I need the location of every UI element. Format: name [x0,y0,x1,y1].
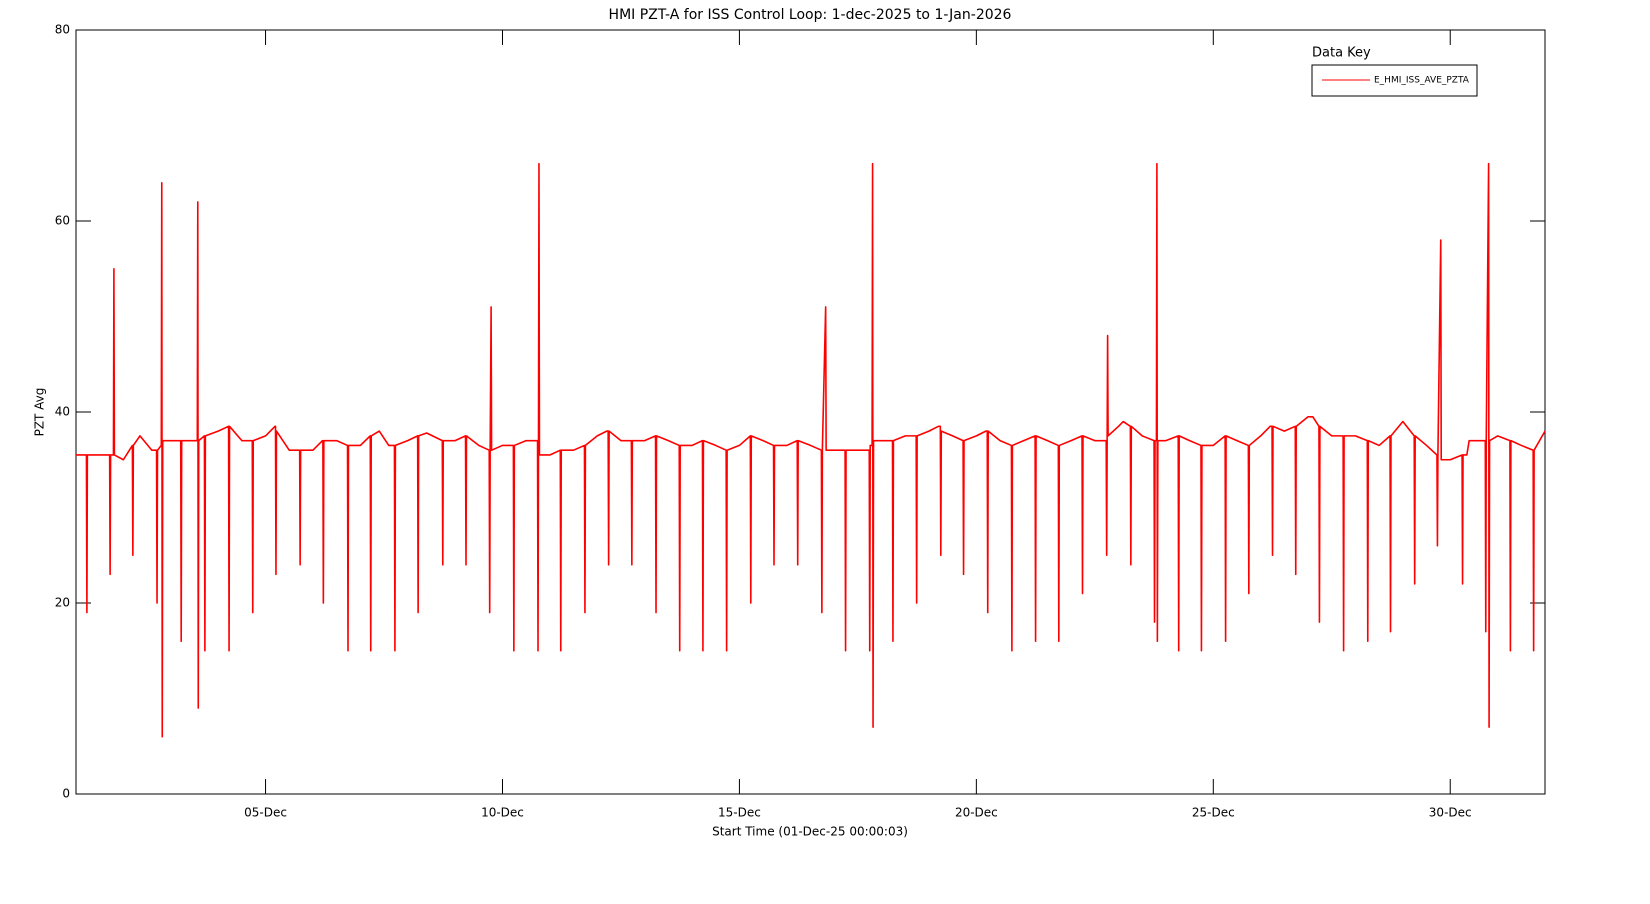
y-tick-label: 0 [62,787,70,801]
data-line [76,162,1546,738]
x-tick-label: 25-Dec [1192,806,1235,820]
legend-title: Data Key [1312,46,1371,61]
x-tick-label: 10-Dec [481,806,524,820]
y-axis-label: PZT Avg [33,388,47,437]
y-tick-label: 20 [55,596,70,610]
x-axis-label: Start Time (01-Dec-25 00:00:03) [712,825,908,839]
x-tick-label: 20-Dec [955,806,998,820]
x-tick-label: 05-Dec [244,806,287,820]
y-tick-label: 80 [55,23,70,37]
y-tick-label: 60 [55,214,70,228]
y-tick-label: 40 [55,405,70,419]
x-tick-label: 15-Dec [718,806,761,820]
chart-title: HMI PZT-A for ISS Control Loop: 1-dec-20… [609,7,1012,23]
legend-label: E_HMI_ISS_AVE_PZTA [1374,76,1470,86]
x-tick-label: 30-Dec [1429,806,1472,820]
